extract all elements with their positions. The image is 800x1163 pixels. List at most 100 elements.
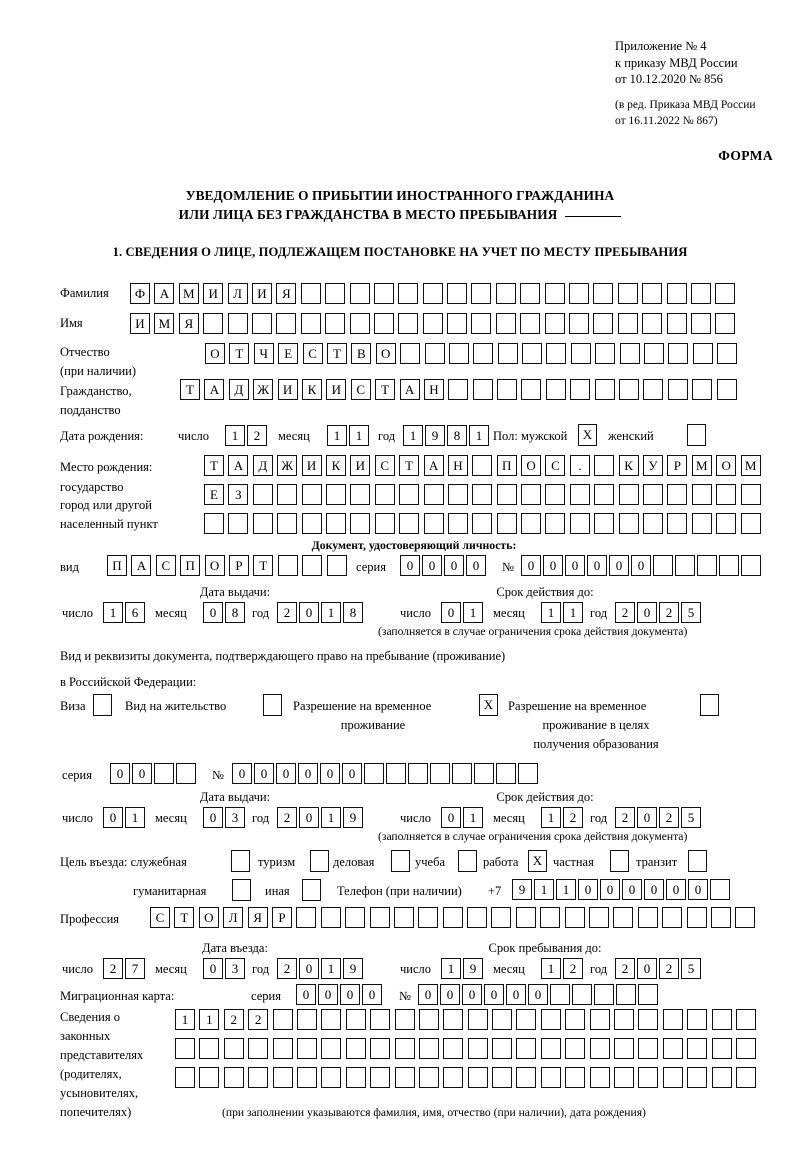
- char-cell[interactable]: [662, 1038, 683, 1059]
- char-cell[interactable]: 8: [447, 425, 467, 446]
- char-cell[interactable]: [443, 1067, 464, 1088]
- char-cell[interactable]: [325, 283, 346, 304]
- char-cell[interactable]: [545, 513, 566, 534]
- char-cell[interactable]: [491, 907, 512, 928]
- char-cell[interactable]: [301, 513, 322, 534]
- char-cell[interactable]: [373, 313, 394, 334]
- char-cell[interactable]: [373, 283, 394, 304]
- sex-male-checkbox[interactable]: X: [578, 424, 597, 446]
- char-cell[interactable]: [175, 1067, 195, 1088]
- char-cell[interactable]: [690, 313, 711, 334]
- char-cell[interactable]: [637, 907, 658, 928]
- char-cell[interactable]: [350, 513, 371, 534]
- char-cell[interactable]: [422, 283, 443, 304]
- char-cell[interactable]: 1: [403, 425, 423, 446]
- char-cell[interactable]: [589, 1009, 610, 1030]
- char-cell[interactable]: Р: [228, 555, 249, 576]
- temp-edu-checkbox[interactable]: [700, 694, 719, 716]
- temp-residence-checkbox[interactable]: X: [479, 694, 498, 716]
- char-cell[interactable]: И: [203, 283, 224, 304]
- char-cell[interactable]: 2: [659, 958, 679, 979]
- char-cell[interactable]: [467, 1038, 488, 1059]
- char-cell[interactable]: Д: [228, 379, 249, 400]
- char-cell[interactable]: С: [155, 555, 176, 576]
- char-cell[interactable]: [386, 763, 406, 784]
- char-cell[interactable]: [497, 343, 518, 364]
- char-cell[interactable]: [668, 343, 689, 364]
- char-cell[interactable]: [643, 513, 664, 534]
- char-cell[interactable]: [594, 455, 615, 476]
- char-cell[interactable]: [715, 313, 736, 334]
- char-cell[interactable]: [320, 907, 341, 928]
- char-cell[interactable]: 1: [541, 602, 561, 623]
- char-cell[interactable]: [565, 1067, 586, 1088]
- char-cell[interactable]: [447, 283, 468, 304]
- char-cell[interactable]: 0: [521, 555, 541, 576]
- char-cell[interactable]: 0: [418, 984, 438, 1005]
- char-cell[interactable]: [175, 1038, 195, 1059]
- char-cell[interactable]: О: [205, 343, 225, 364]
- char-cell[interactable]: М: [178, 283, 199, 304]
- char-cell[interactable]: 6: [125, 602, 145, 623]
- char-cell[interactable]: [370, 1038, 391, 1059]
- char-cell[interactable]: [471, 313, 492, 334]
- sex-female-checkbox[interactable]: [687, 424, 706, 446]
- char-cell[interactable]: [277, 555, 298, 576]
- char-cell[interactable]: [300, 283, 321, 304]
- char-cell[interactable]: П: [496, 455, 517, 476]
- char-cell[interactable]: [398, 283, 419, 304]
- char-cell[interactable]: [589, 907, 610, 928]
- char-cell[interactable]: Е: [204, 484, 224, 505]
- purpose-official-checkbox[interactable]: [231, 850, 250, 872]
- visa-checkbox[interactable]: [93, 694, 112, 716]
- char-cell[interactable]: 0: [466, 555, 486, 576]
- char-cell[interactable]: [345, 1067, 366, 1088]
- char-cell[interactable]: 2: [563, 958, 583, 979]
- char-cell[interactable]: [223, 1067, 244, 1088]
- char-cell[interactable]: 1: [321, 807, 341, 828]
- char-cell[interactable]: [364, 763, 384, 784]
- char-cell[interactable]: [516, 1038, 537, 1059]
- char-cell[interactable]: [300, 313, 321, 334]
- char-cell[interactable]: 9: [343, 807, 363, 828]
- char-cell[interactable]: [540, 907, 561, 928]
- char-cell[interactable]: 3: [225, 958, 245, 979]
- char-cell[interactable]: [321, 1038, 342, 1059]
- purpose-tourism-checkbox[interactable]: [310, 850, 329, 872]
- char-cell[interactable]: [540, 1009, 561, 1030]
- char-cell[interactable]: [277, 513, 298, 534]
- char-cell[interactable]: Л: [223, 907, 244, 928]
- char-cell[interactable]: [643, 484, 664, 505]
- char-cell[interactable]: [616, 984, 636, 1005]
- char-cell[interactable]: [711, 1067, 732, 1088]
- char-cell[interactable]: [643, 379, 664, 400]
- char-cell[interactable]: [572, 984, 592, 1005]
- legal-line2-cells[interactable]: [175, 1038, 756, 1059]
- char-cell[interactable]: [545, 379, 566, 400]
- char-cell[interactable]: [516, 1067, 537, 1088]
- char-cell[interactable]: 0: [587, 555, 607, 576]
- char-cell[interactable]: [711, 1009, 732, 1030]
- char-cell[interactable]: [638, 1009, 659, 1030]
- char-cell[interactable]: [394, 1038, 415, 1059]
- char-cell[interactable]: [398, 313, 419, 334]
- char-cell[interactable]: [350, 484, 371, 505]
- char-cell[interactable]: [692, 343, 713, 364]
- char-cell[interactable]: [492, 1009, 513, 1030]
- char-cell[interactable]: [690, 283, 711, 304]
- char-cell[interactable]: 0: [400, 555, 420, 576]
- char-cell[interactable]: Ч: [253, 343, 274, 364]
- char-cell[interactable]: [522, 343, 543, 364]
- char-cell[interactable]: Т: [229, 343, 250, 364]
- char-cell[interactable]: [467, 1009, 488, 1030]
- char-cell[interactable]: [715, 283, 736, 304]
- char-cell[interactable]: К: [618, 455, 639, 476]
- char-cell[interactable]: [711, 1038, 732, 1059]
- char-cell[interactable]: [710, 879, 730, 900]
- char-cell[interactable]: [251, 313, 272, 334]
- char-cell[interactable]: М: [740, 455, 761, 476]
